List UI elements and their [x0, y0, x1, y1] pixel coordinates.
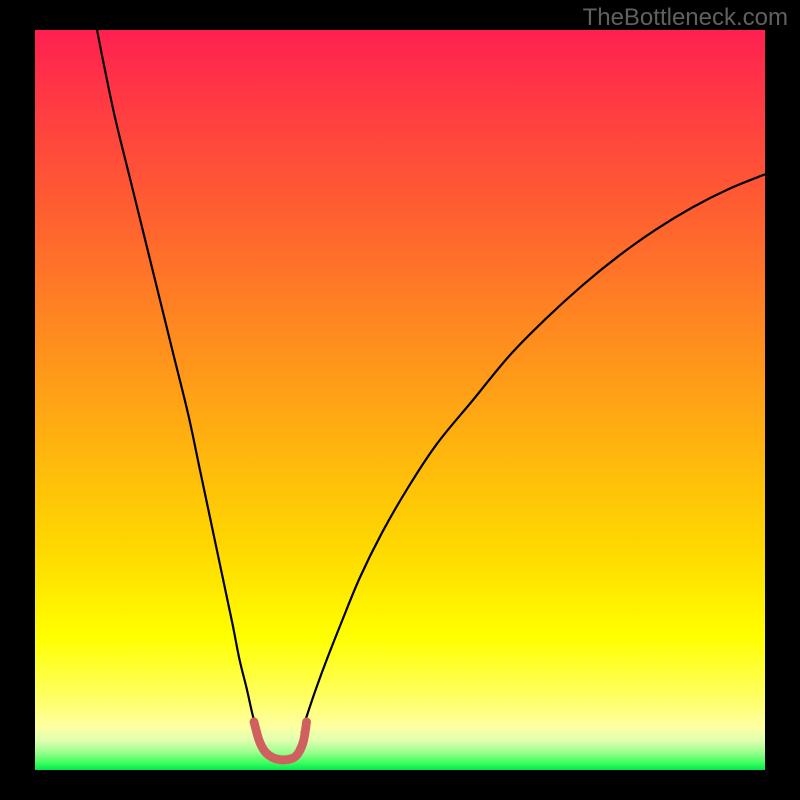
curve-left [97, 30, 258, 733]
curve-right [301, 174, 765, 733]
marker-region [254, 722, 307, 760]
plot-area [35, 30, 765, 770]
chart-container: TheBottleneck.com [0, 0, 800, 800]
curves-overlay [35, 30, 765, 770]
watermark-text: TheBottleneck.com [583, 4, 788, 32]
